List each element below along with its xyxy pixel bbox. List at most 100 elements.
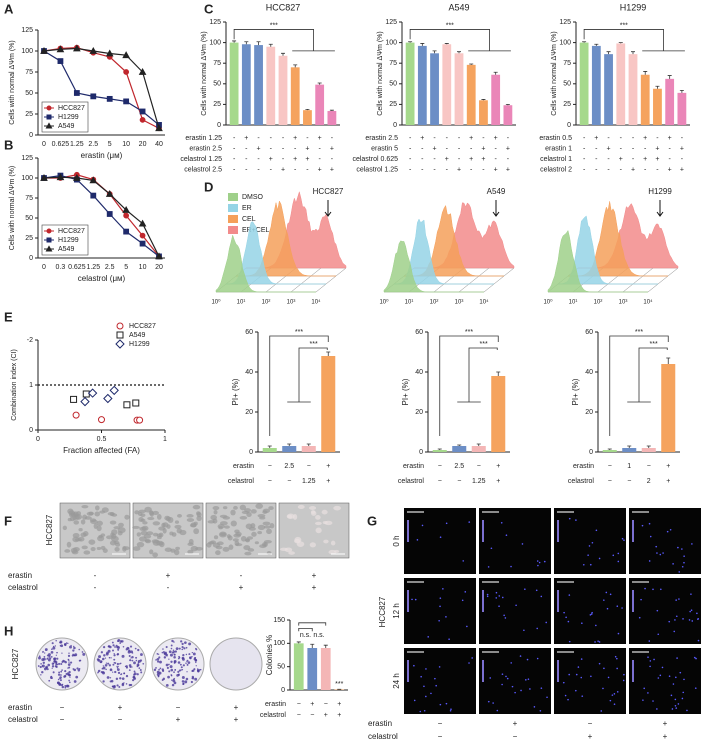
marker [70, 395, 78, 403]
colony [184, 680, 188, 684]
colony [72, 653, 75, 656]
cell [690, 593, 692, 595]
marker [123, 228, 130, 235]
cell [240, 535, 247, 542]
condition-mark: - [668, 145, 671, 152]
condition-mark: - [681, 156, 684, 163]
bar [290, 67, 300, 125]
condition-label: erastin [573, 463, 594, 470]
colony [105, 668, 107, 671]
colony [67, 642, 69, 645]
condition-mark: − [438, 719, 443, 728]
cell [222, 546, 230, 552]
condition-mark: + [330, 145, 334, 152]
cell [333, 505, 342, 511]
marker [73, 44, 81, 52]
cell [693, 656, 696, 659]
error-bar [437, 448, 442, 450]
y-tick-label: 150 [273, 617, 285, 624]
condition-mark: - [583, 166, 586, 173]
cell [657, 633, 660, 636]
floor-line [622, 267, 654, 293]
x-axis-label: erastin (μм) [81, 151, 123, 160]
condition-label: celastrol [8, 715, 38, 724]
y-tick-label: 50 [563, 81, 571, 88]
y-axis-label: Cells with normal ΔΨm (%) [201, 31, 208, 115]
x-axis-label: Fraction affected (FA) [63, 446, 140, 455]
cell [425, 695, 427, 698]
cell [228, 544, 234, 550]
cell [138, 536, 147, 542]
y-tick-label: 40 [415, 369, 423, 376]
condition-mark: − [608, 478, 612, 485]
row-label: 12 h [392, 603, 401, 619]
y-axis-label: Cells with normal ΔΨm (%) [9, 40, 16, 124]
chart-title: H1299 [620, 2, 647, 12]
cell [487, 700, 490, 703]
bar [321, 356, 336, 452]
cell [147, 516, 155, 521]
colony [108, 664, 111, 667]
condition-mark: - [583, 135, 586, 142]
cell [641, 524, 644, 527]
cell [99, 510, 106, 514]
colony [125, 674, 129, 678]
cell [670, 694, 673, 697]
cell [83, 550, 91, 555]
colony [119, 677, 122, 680]
colony [170, 668, 174, 672]
cell [603, 599, 605, 601]
colony [98, 655, 102, 659]
cell [416, 539, 419, 541]
y-axis-label: Cells with normal ΔΨm (%) [377, 31, 384, 115]
cell [152, 552, 158, 558]
marker [46, 228, 52, 234]
condition-mark: − [287, 478, 291, 485]
chart-title: HCC827 [266, 2, 301, 12]
cell [215, 550, 221, 556]
cell [109, 520, 117, 525]
colony [157, 653, 160, 655]
significance-label: *** [465, 329, 473, 336]
cell [689, 610, 691, 613]
cell [414, 598, 417, 601]
cell [621, 607, 623, 609]
colony [195, 665, 197, 667]
panel-title: H1299 [648, 187, 672, 196]
colony [63, 642, 67, 646]
condition-label: celastrol [8, 583, 38, 592]
colony [191, 651, 194, 654]
cell [430, 692, 432, 695]
y-tick-label: 125 [559, 19, 571, 26]
condition-mark: + [257, 145, 261, 152]
bar [579, 42, 589, 125]
colony [50, 676, 53, 679]
cell [94, 511, 101, 517]
cell [575, 519, 577, 521]
cell [642, 699, 644, 701]
cell [595, 624, 597, 627]
cell [590, 675, 592, 678]
condition-mark: - [494, 145, 497, 152]
colony [40, 674, 42, 676]
condition-mark: - [421, 166, 424, 173]
condition-mark: + [655, 156, 659, 163]
condition-mark: - [681, 135, 684, 142]
y-tick-label: 0 [29, 427, 33, 434]
cell [439, 536, 442, 539]
cell [678, 598, 680, 600]
colony [180, 666, 183, 669]
colony [117, 640, 119, 643]
condition-mark: + [305, 156, 309, 163]
bar [479, 100, 488, 125]
marker [139, 108, 146, 115]
condition-mark: - [668, 156, 671, 163]
colony [139, 659, 143, 662]
cell [501, 596, 504, 599]
colony [105, 662, 108, 664]
condition-mark: − [310, 712, 314, 719]
cell [442, 588, 444, 590]
colony [128, 669, 131, 671]
condition-mark: - [433, 156, 436, 163]
condition-mark: - [632, 135, 635, 142]
